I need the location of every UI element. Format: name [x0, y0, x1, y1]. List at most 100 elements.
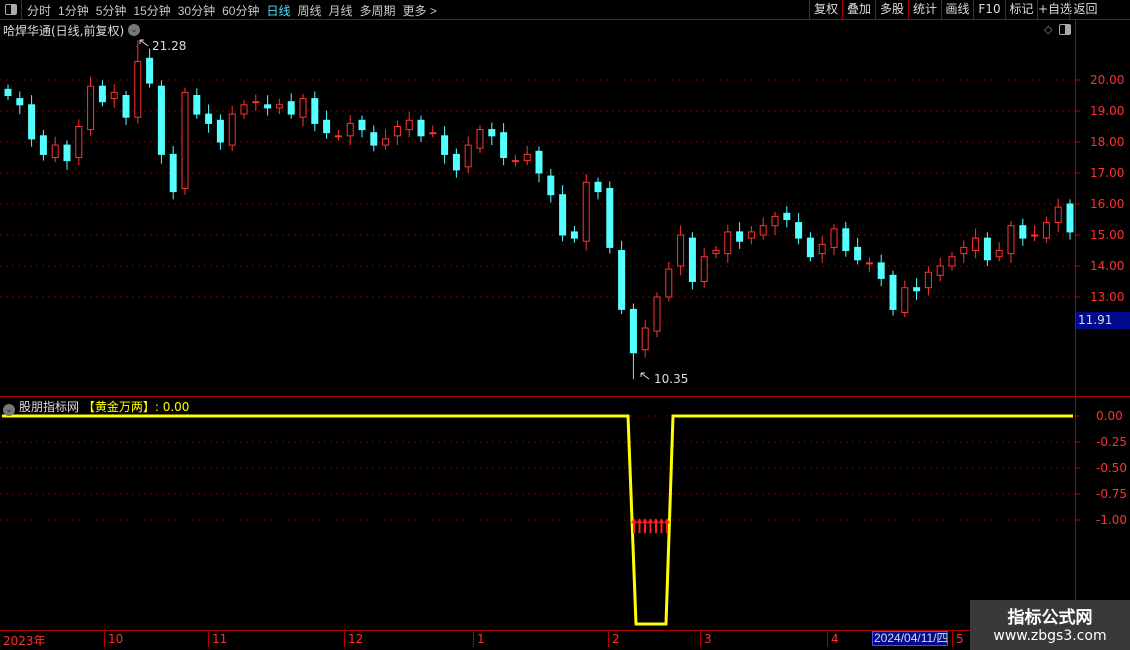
- candle-body: [842, 228, 850, 252]
- selected-date: 2024/04/11/四: [872, 631, 948, 646]
- indicator-axis-label: -0.75: [1096, 487, 1127, 501]
- price-axis-label: 18.00: [1090, 135, 1124, 149]
- candle-body: [759, 225, 767, 236]
- period-tab[interactable]: 周线: [297, 4, 322, 18]
- candle-body: [1019, 225, 1027, 239]
- tool-button[interactable]: 叠加: [842, 0, 875, 20]
- tool-button[interactable]: F10: [973, 0, 1005, 20]
- price-axis-label: 16.00: [1090, 197, 1124, 211]
- candle-body: [1007, 225, 1015, 255]
- high-price-label: 21.28: [152, 39, 186, 53]
- period-tab[interactable]: 60分钟: [222, 4, 260, 18]
- candle-body: [228, 113, 236, 146]
- candle-body: [1054, 206, 1062, 224]
- candle-body: [983, 237, 991, 261]
- date-label: 5: [952, 632, 964, 647]
- candle-body: [51, 144, 59, 159]
- watermark-title: 指标公式网: [1007, 608, 1093, 628]
- candle-body: [346, 122, 354, 137]
- candle-body: [688, 237, 696, 283]
- candle-body: [889, 274, 897, 310]
- candle-body: [169, 153, 177, 193]
- indicator-name: 【黄金万两】: [82, 400, 155, 414]
- candle-body: [535, 150, 543, 174]
- price-axis-label: 15.00: [1090, 228, 1124, 242]
- date-label: 12: [344, 632, 363, 647]
- tool-button[interactable]: 复权: [809, 0, 842, 20]
- candle-body: [806, 237, 814, 258]
- candle-body: [559, 194, 567, 236]
- candle-body: [193, 95, 201, 115]
- indicator-axis-label: -0.50: [1096, 461, 1127, 475]
- date-label: 4: [827, 632, 839, 647]
- tool-button[interactable]: 标记: [1005, 0, 1037, 20]
- candle-body: [275, 104, 283, 109]
- candle-body: [641, 327, 649, 351]
- candle-body: [1042, 222, 1050, 239]
- candle-body: [948, 256, 956, 267]
- candle-body: [783, 212, 791, 221]
- candle-body: [877, 262, 885, 279]
- candle-body: [747, 231, 755, 239]
- candle-body: [570, 231, 578, 239]
- candle-body: [511, 160, 519, 163]
- period-tab[interactable]: 月线: [328, 4, 353, 18]
- candle-body: [960, 246, 968, 255]
- candle-body: [901, 287, 909, 314]
- period-tab[interactable]: 5分钟: [95, 4, 127, 18]
- watermark: 指标公式网 www.zbgs3.com: [970, 600, 1130, 650]
- period-tab[interactable]: 1分钟: [58, 4, 89, 18]
- tool-button[interactable]: 画线: [941, 0, 973, 20]
- period-tab[interactable]: 分时: [27, 4, 52, 18]
- candle-body: [653, 296, 661, 332]
- price-axis-label: 17.00: [1090, 166, 1124, 180]
- candle-body: [28, 104, 36, 140]
- candle-body: [393, 126, 401, 137]
- period-tab[interactable]: 多周期: [359, 4, 396, 18]
- candle-body: [157, 85, 165, 155]
- candle-body: [441, 135, 449, 155]
- period-tab[interactable]: 更多 >: [402, 4, 437, 18]
- period-tab[interactable]: 日线: [266, 4, 291, 18]
- candle-body: [4, 88, 12, 97]
- date-label: 3: [700, 632, 712, 647]
- signal-arrow-head: [664, 518, 670, 524]
- candle-body: [924, 271, 932, 289]
- candle-body: [75, 126, 83, 158]
- signal-arrow-head: [636, 518, 643, 524]
- tool-button[interactable]: 多股: [875, 0, 908, 20]
- candle-body: [252, 101, 260, 104]
- tool-button[interactable]: +自选: [1037, 0, 1072, 20]
- candle-body: [110, 91, 118, 100]
- candle-body: [618, 250, 626, 310]
- indicator-axis-label: -0.25: [1096, 435, 1127, 449]
- candle-body: [181, 91, 189, 189]
- period-tab[interactable]: 15分钟: [133, 4, 171, 18]
- panel-toggle-button[interactable]: [0, 0, 22, 20]
- chevron-down-icon[interactable]: ⌄: [128, 24, 140, 36]
- candle-body: [700, 256, 708, 283]
- candle-body: [405, 119, 413, 131]
- candle-body: [865, 262, 873, 265]
- candle-body: [795, 222, 803, 239]
- candle-body: [87, 85, 95, 131]
- candle-body: [358, 119, 366, 131]
- indicator-value: : 0.00: [154, 400, 190, 414]
- candle-body: [830, 228, 838, 248]
- candle-body: [134, 60, 142, 118]
- panel-icon[interactable]: [1059, 24, 1071, 35]
- current-price-badge: 11.91: [1076, 312, 1130, 329]
- candle-body: [547, 175, 555, 196]
- toolbar: [0, 0, 1130, 20]
- tool-button[interactable]: 统计: [908, 0, 941, 20]
- panel-divider: [0, 396, 1130, 397]
- diamond-icon[interactable]: ◇: [1044, 23, 1053, 36]
- signal-arrow-head: [658, 518, 665, 524]
- date-axis: 2023年 10 11 12 1 2 3 4 5: [0, 630, 1130, 650]
- tool-button[interactable]: 返回: [1069, 0, 1101, 20]
- chevron-down-icon[interactable]: ⌄: [3, 404, 15, 416]
- candle-body: [370, 132, 378, 146]
- price-axis-label: 19.00: [1090, 104, 1124, 118]
- period-tab[interactable]: 30分钟: [177, 4, 216, 18]
